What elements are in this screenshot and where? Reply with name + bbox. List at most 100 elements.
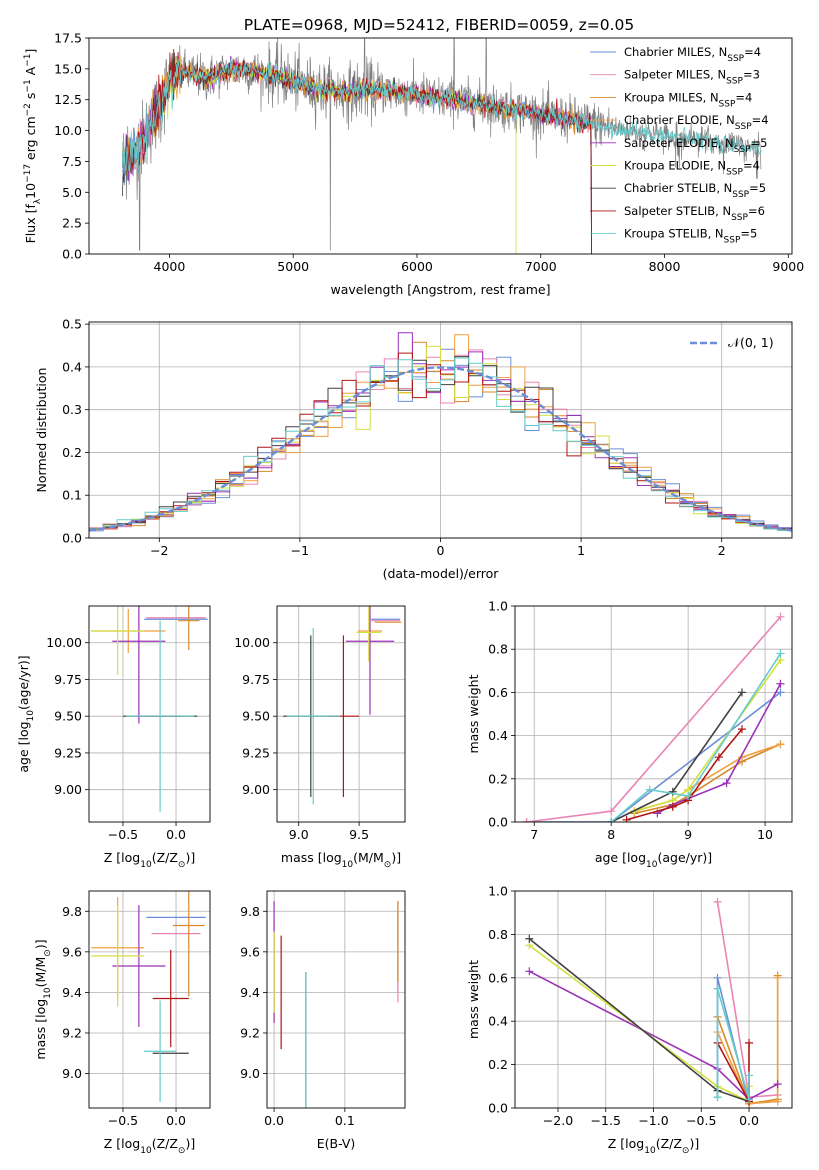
marker-plus <box>745 1095 754 1104</box>
marker-plus <box>525 934 534 943</box>
mass_vs_Z-plot-area <box>91 891 206 1102</box>
legend: Chabrier MILES, NSSP=4 Salpeter MILES, NS… <box>590 45 769 246</box>
errorbar-point-5 <box>91 905 145 1007</box>
legend-entry: Salpeter STELIB, NSSP=6 <box>624 204 765 223</box>
residual-histogram-4 <box>89 332 792 531</box>
legend-entry: Chabrier ELODIE, NSSP=4 <box>624 113 769 132</box>
marker-plus <box>773 1080 782 1089</box>
mass-weight-series-4 <box>528 970 779 1101</box>
y-tick-label: 0.8 <box>488 642 508 657</box>
errorbar-point-2 <box>178 606 200 651</box>
marker-plus <box>668 802 677 811</box>
marker-plus <box>722 779 731 788</box>
x-axis-label: Z [log10(Z/Z⊙)] <box>104 850 195 870</box>
legend-entry: Salpeter MILES, NSSP=3 <box>624 68 760 87</box>
mass-weight-series-1 <box>526 616 782 822</box>
y-tick-label: 0.4 <box>488 728 508 743</box>
errorbar-point-8 <box>126 620 195 812</box>
x-tick-label: 0.0 <box>264 1113 284 1128</box>
mass_vs_Z-frame <box>88 890 211 1109</box>
marker-plus <box>776 740 785 749</box>
residual-histogram-7 <box>89 352 792 531</box>
marker-plus <box>607 818 616 822</box>
y-axis-label: Normed distribution <box>34 368 49 493</box>
y-tick-label: 12.5 <box>54 92 82 107</box>
y-tick-label: 9.00 <box>54 782 82 797</box>
errorbar-point-4 <box>345 606 395 715</box>
marker-plus <box>714 753 723 762</box>
y-tick-label: 10.0 <box>54 123 82 138</box>
y-tick-label: 9.6 <box>240 944 260 959</box>
x-axis-label: Z [log10(Z/Z⊙)] <box>608 1136 699 1156</box>
x-tick-label: −0.5 <box>686 1113 716 1128</box>
legend-entry: Salpeter ELODIE, NSSP=5 <box>624 136 767 155</box>
y-tick-label: 15.0 <box>54 61 82 76</box>
marker-plus <box>607 807 616 816</box>
panel-age_vs_mass: 9.0 9.5 9.00 9.25 9.50 9.75 10.00 mass [log10(M… <box>234 605 406 870</box>
errorbar-point-4 <box>112 905 166 1027</box>
marker-plus <box>713 984 722 993</box>
errorbar-point-2 <box>172 891 205 997</box>
age_vs_Z-grid <box>89 606 210 822</box>
y-tick-label: 10.00 <box>46 635 82 650</box>
marker-plus <box>684 792 693 801</box>
y-tick-label: 1.0 <box>488 884 508 899</box>
y-tick-label: 0.2 <box>62 445 82 460</box>
mass_vs_ebv-plot-area <box>273 901 399 1108</box>
marker-plus <box>737 725 746 734</box>
panel-spectrum: 4000 5000 6000 7000 8000 9000 0.0 2.5 5.0 7.5 10.0… <box>23 31 804 298</box>
y-tick-label: 9.8 <box>62 904 82 919</box>
x-tick-label: 1 <box>577 543 585 558</box>
mass_vs_ebv-frame <box>266 890 406 1109</box>
y-tick-label: 9.00 <box>242 782 270 797</box>
x-tick-label: 0.0 <box>739 1113 759 1128</box>
x-tick-label: −0.5 <box>108 1113 138 1128</box>
y-tick-label: 0.0 <box>62 531 82 546</box>
marker-plus <box>776 679 785 688</box>
legend-entry: 𝒩(0, 1) <box>728 335 774 350</box>
y-tick-label: 0.8 <box>488 927 508 942</box>
x-axis-label: age [log10(age/yr)] <box>595 850 712 870</box>
x-tick-label: 0 <box>437 543 445 558</box>
marker-plus <box>737 688 746 697</box>
mass-weight-series-6 <box>528 938 750 1103</box>
y-tick-label: 0.2 <box>488 1057 508 1072</box>
marker-plus <box>776 612 785 621</box>
mass_vs_Z-grid <box>89 891 210 1108</box>
marker-plus <box>773 1097 782 1106</box>
mass_weight_vs_Z-plot-area <box>525 897 782 1108</box>
x-tick-label: −2.0 <box>543 1113 573 1128</box>
y-tick-label: 0.2 <box>488 771 508 786</box>
y-tick-label: 5.0 <box>62 185 82 200</box>
x-tick-label: 8000 <box>649 259 681 274</box>
y-tick-label: 0.6 <box>488 970 508 985</box>
legend-entry: Kroupa ELODIE, NSSP=4 <box>624 159 760 178</box>
y-tick-label: 0.4 <box>488 1014 508 1029</box>
y-tick-label: 10.00 <box>234 635 270 650</box>
x-tick-label: 9 <box>684 827 692 842</box>
x-tick-label: −1.0 <box>638 1113 668 1128</box>
mass_weight_vs_Z-frame <box>514 890 793 1109</box>
mass-weight-series-1 <box>716 901 778 1099</box>
residuals-frame <box>88 321 793 539</box>
x-tick-label: 9.0 <box>289 827 309 842</box>
errorbar-point-8 <box>144 1000 177 1102</box>
mass-weight-series-0 <box>526 691 781 822</box>
x-tick-label: 9.5 <box>349 827 369 842</box>
marker-plus <box>668 787 677 796</box>
y-tick-label: 9.2 <box>240 1025 260 1040</box>
marker-plus <box>713 973 722 982</box>
panel-residuals: −2 −1 0 1 2 0.0 0.1 0.2 0.3 0.4 0.5 𝒩(0, 1) (data-mo… <box>34 317 793 581</box>
y-tick-label: 9.2 <box>62 1025 82 1040</box>
y-tick-label: 9.75 <box>242 672 270 687</box>
x-tick-label: 10 <box>757 827 773 842</box>
x-tick-label: 7 <box>530 827 538 842</box>
errorbar-point-5 <box>91 606 145 676</box>
model-spectrum-8 <box>122 58 762 175</box>
y-tick-label: 0.0 <box>488 815 508 830</box>
figure-title: PLATE=0968, MJD=52412, FIBERID=0059, z=0… <box>244 16 634 34</box>
errorbar-point-4 <box>112 606 166 724</box>
legend-entry: Chabrier MILES, NSSP=4 <box>624 45 761 64</box>
mass_weight_vs_age-frame <box>514 605 793 823</box>
marker-plus <box>713 1093 722 1102</box>
